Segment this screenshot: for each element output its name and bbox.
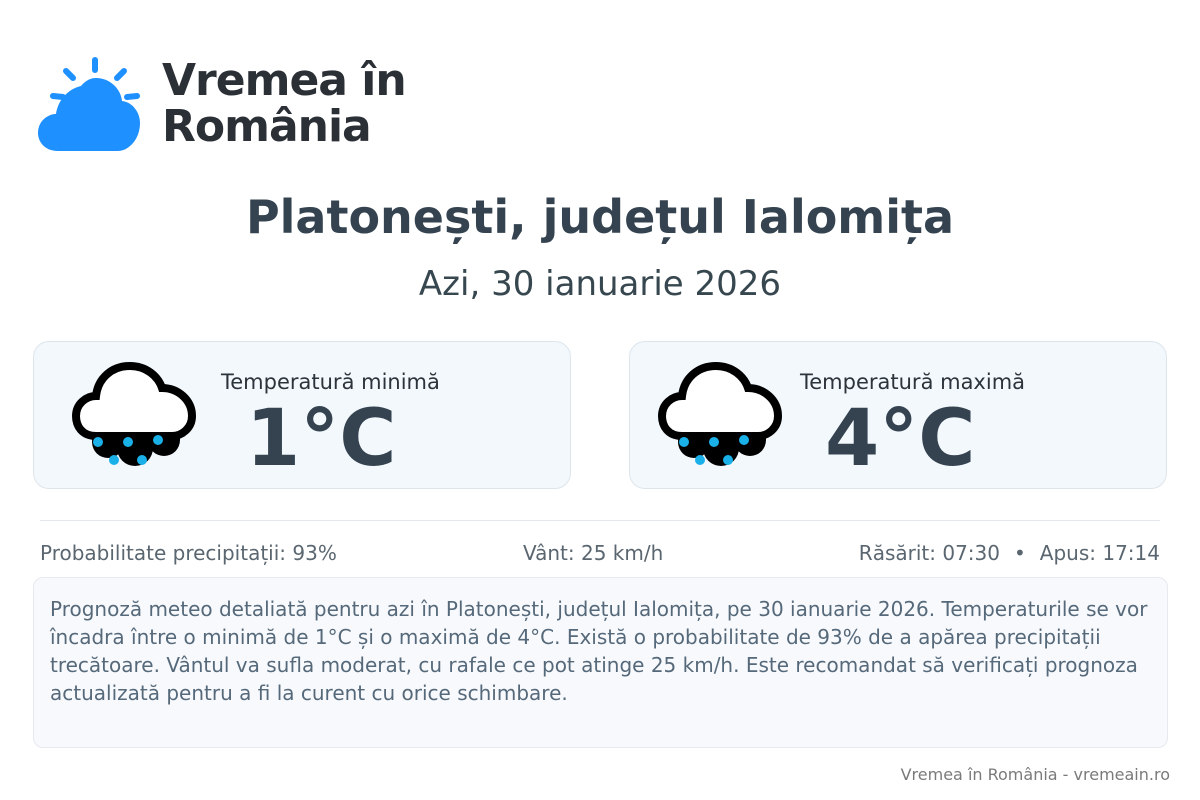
sun-cloud-icon bbox=[38, 57, 140, 151]
wind-speed: Vânt: 25 km/h bbox=[523, 541, 664, 565]
max-temp-card: Temperatură maximă 4°C bbox=[629, 341, 1167, 489]
brand-line-2: România bbox=[162, 101, 372, 152]
min-temp-value: 1°C bbox=[246, 394, 397, 484]
sun-times: Răsărit: 07:30 • Apus: 17:14 bbox=[859, 541, 1160, 565]
min-temp-card: Temperatură minimă 1°C bbox=[33, 341, 571, 489]
footer-credit: Vremea în România - vremeain.ro bbox=[900, 765, 1170, 784]
rain-cloud-icon bbox=[658, 361, 783, 466]
brand-name: Vremea în România bbox=[162, 55, 407, 152]
rain-cloud-icon bbox=[72, 361, 197, 466]
precipitation-probability: Probabilitate precipitații: 93% bbox=[40, 541, 337, 565]
min-temp-label: Temperatură minimă bbox=[221, 370, 440, 394]
brand-line-1: Vremea în bbox=[162, 55, 407, 106]
sunrise-time: Răsărit: 07:30 bbox=[858, 541, 1000, 565]
max-temp-label: Temperatură maximă bbox=[800, 370, 1026, 394]
forecast-description: Prognoză meteo detaliată pentru azi în P… bbox=[33, 577, 1168, 748]
page-title: Platonești, județul Ialomița bbox=[245, 190, 955, 244]
divider bbox=[40, 520, 1160, 521]
sunset-time: Apus: 17:14 bbox=[1039, 541, 1160, 565]
separator: • bbox=[1013, 541, 1026, 565]
max-temp-value: 4°C bbox=[825, 394, 976, 484]
page-date: Azi, 30 ianuarie 2026 bbox=[418, 264, 782, 304]
logo: Vremea în România bbox=[38, 55, 407, 152]
